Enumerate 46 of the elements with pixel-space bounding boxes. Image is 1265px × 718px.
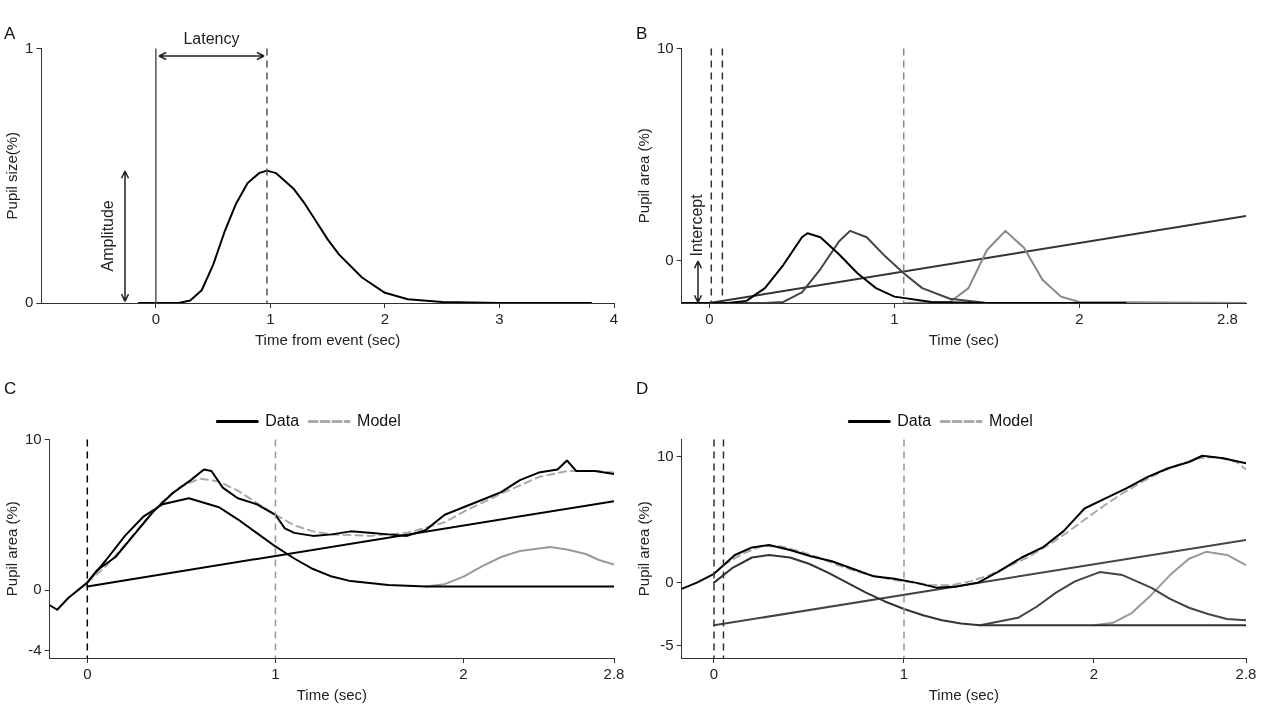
legend-label: Model xyxy=(989,411,1033,429)
y-axis-title: Pupil area (%) xyxy=(635,128,653,224)
chart-title: D xyxy=(636,378,649,398)
legend-label: Data xyxy=(897,411,932,429)
x-tick-label: 2 xyxy=(380,310,390,328)
y-axis-title: Pupil size(%) xyxy=(3,131,21,220)
y-tick-label: 10 xyxy=(657,38,674,56)
y-axis-title: Pupil area (%) xyxy=(635,501,653,597)
x-tick-label: 2.8 xyxy=(1235,665,1257,683)
legend-label: Model xyxy=(357,411,401,429)
x-tick-label: 3 xyxy=(495,310,504,328)
x-tick-label: 0 xyxy=(709,665,719,683)
x-tick-label: 2 xyxy=(459,665,468,683)
x-tick-label: 1 xyxy=(899,665,909,683)
y-tick-label: 10 xyxy=(25,429,42,447)
y-tick-label: -4 xyxy=(28,640,42,658)
x-tick-label: 2 xyxy=(1075,310,1084,328)
chart-title: A xyxy=(4,23,16,43)
x-axis-title: Time from event (sec) xyxy=(255,331,401,349)
annotation: Amplitude xyxy=(99,200,117,272)
x-tick-label: 4 xyxy=(609,310,619,328)
y-tick-label: 0 xyxy=(25,293,34,311)
x-axis-title: Time (sec) xyxy=(928,331,999,349)
chart-title: B xyxy=(636,23,648,43)
y-tick-label: 0 xyxy=(665,250,674,268)
x-tick-label: 2.8 xyxy=(603,665,625,683)
chart-title: C xyxy=(4,378,17,398)
text: Latency xyxy=(183,30,240,48)
x-tick-label: 0 xyxy=(705,310,714,328)
x-tick-label: 1 xyxy=(271,665,280,683)
x-tick-label: 2.8 xyxy=(1217,310,1238,328)
x-tick-label: 1 xyxy=(890,310,899,328)
y-tick-label: 0 xyxy=(665,572,674,590)
y-tick-label: 10 xyxy=(657,447,674,465)
x-axis-title: Time (sec) xyxy=(928,686,999,704)
x-tick-label: 1 xyxy=(266,310,275,328)
x-tick-label: 0 xyxy=(83,665,92,683)
x-tick-label: 0 xyxy=(151,310,161,328)
y-tick-label: 1 xyxy=(25,38,34,56)
x-axis-title: Time (sec) xyxy=(296,686,367,704)
y-axis-title: Pupil area (%) xyxy=(3,501,21,597)
y-tick-label: 0 xyxy=(33,580,42,598)
legend-label: Data xyxy=(265,411,300,429)
annotation: Intercept xyxy=(687,193,705,257)
y-tick-label: -5 xyxy=(660,635,674,653)
x-tick-label: 2 xyxy=(1089,665,1099,683)
